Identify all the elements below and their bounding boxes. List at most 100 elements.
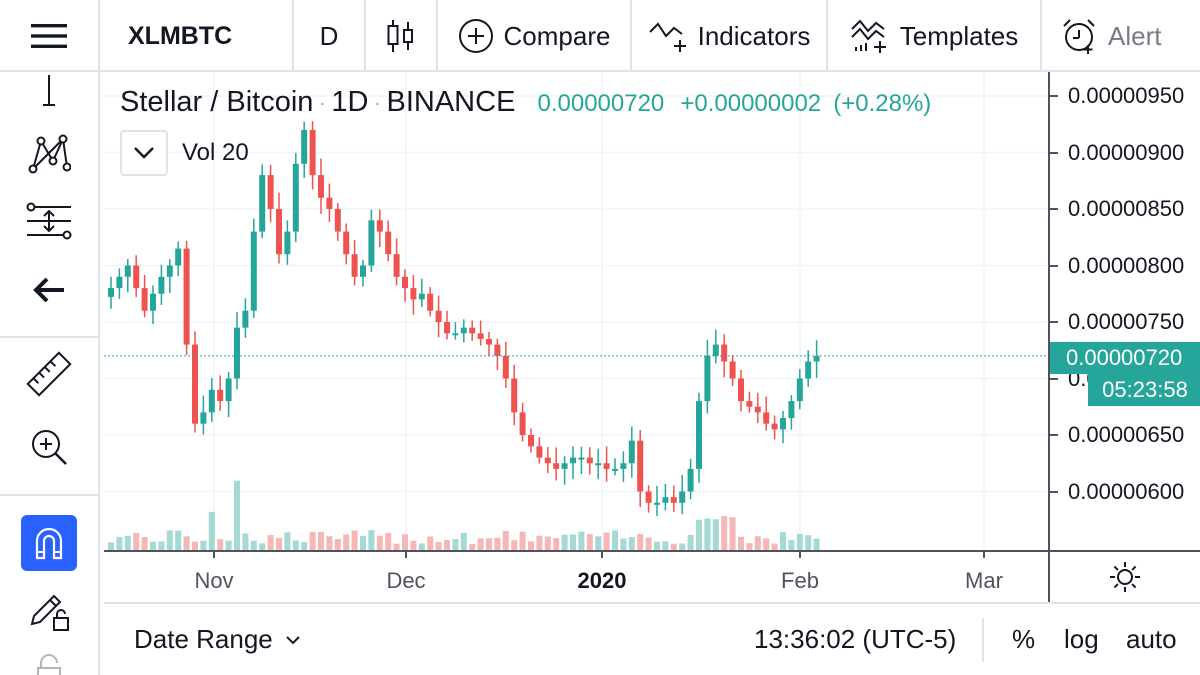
price-tick <box>1050 321 1058 323</box>
templates-button[interactable]: Templates <box>828 0 1042 72</box>
candle-body <box>494 344 501 356</box>
volume-bar <box>679 543 686 550</box>
volume-bar <box>578 531 585 550</box>
volume-bar <box>612 530 618 550</box>
volume-bar <box>444 540 450 550</box>
candle-body <box>796 378 803 402</box>
templates-icon <box>851 19 886 53</box>
volume-bar <box>292 540 299 550</box>
chart-pane[interactable] <box>104 72 1048 550</box>
collapse-legend-button[interactable] <box>120 130 168 176</box>
alert-button[interactable]: Alert <box>1042 0 1200 72</box>
candle-body <box>721 344 728 362</box>
pattern-tool-icon <box>28 134 71 174</box>
date-range-button[interactable]: Date Range <box>134 604 301 675</box>
chart-legend: Stellar / Bitcoin · 1D · BINANCE 0.00000720 … <box>120 86 932 118</box>
candle-body <box>410 288 417 300</box>
fib-tool-button[interactable] <box>0 192 98 252</box>
auto-label: auto <box>1126 624 1177 654</box>
pattern-tool-button[interactable] <box>0 124 98 184</box>
chart-type-button[interactable] <box>366 0 438 72</box>
candle-body <box>200 412 207 424</box>
price-tick <box>1050 95 1058 97</box>
candle-body <box>418 293 425 300</box>
compare-button[interactable]: Compare <box>438 0 632 72</box>
volume-bar <box>528 541 534 550</box>
volume-bar <box>360 535 366 550</box>
candle-body <box>679 491 686 503</box>
volume-bar <box>250 540 257 550</box>
line-tool-button[interactable] <box>0 72 98 114</box>
interval-button[interactable]: D <box>294 0 366 72</box>
timezone-button[interactable]: 13:36:02 (UTC-5) <box>754 604 956 675</box>
candle-body <box>166 265 173 277</box>
candle-body <box>234 327 240 379</box>
time-axis[interactable]: Nov Dec 2020 Feb Mar <box>104 550 1048 602</box>
bottom-toolbar: Date Range 13:36:02 (UTC-5) % log auto <box>104 602 1200 675</box>
time-axis-label: Mar <box>965 568 1003 593</box>
sun-settings-icon <box>1110 562 1140 592</box>
candle-body <box>301 129 308 164</box>
volume-bar <box>788 540 795 550</box>
top-toolbar: XLMBTC D Compare Indicators <box>0 0 1200 72</box>
log-scale-button[interactable]: log <box>1064 604 1099 675</box>
candle-body <box>250 231 257 311</box>
volume-bar <box>150 541 156 550</box>
chart-settings-button[interactable] <box>1048 550 1200 602</box>
time-axis-label: Nov <box>194 568 234 593</box>
candle-body <box>150 293 156 311</box>
compare-label: Compare <box>503 20 611 51</box>
volume-bar <box>570 534 576 550</box>
candlestick-chart[interactable] <box>104 72 1048 550</box>
templates-label: Templates <box>899 20 1019 51</box>
percent-scale-button[interactable]: % <box>1012 604 1035 675</box>
line-tool-icon <box>43 75 55 106</box>
volume-bar <box>729 517 736 550</box>
volume-bar <box>696 519 702 550</box>
clock-label: 13:36:02 (UTC-5) <box>754 624 957 654</box>
legend-interval: 1D <box>331 86 369 118</box>
price-tick <box>1050 434 1058 436</box>
candle-body <box>435 310 442 322</box>
volume-bar <box>586 534 593 550</box>
volume-bar <box>343 534 350 550</box>
candle-body <box>343 231 350 255</box>
volume-bar <box>326 536 333 550</box>
volume-bar <box>805 535 812 550</box>
candle-body <box>427 293 434 311</box>
volume-bar <box>561 534 568 550</box>
alarm-clock-icon <box>1063 19 1095 54</box>
ruler-button[interactable] <box>0 344 98 404</box>
chevron-down-icon <box>134 147 154 159</box>
candle-body <box>402 276 408 289</box>
indicators-icon <box>648 22 686 52</box>
volume-bar <box>712 519 719 550</box>
volume-bar <box>645 537 652 550</box>
symbol-search-button[interactable]: XLMBTC <box>100 0 294 72</box>
auto-scale-button[interactable]: auto <box>1126 604 1177 675</box>
menu-button[interactable] <box>0 0 100 72</box>
candle-body <box>603 463 610 469</box>
candle-body <box>116 276 123 289</box>
volume-bar <box>208 511 215 550</box>
price-axis-label: 0.00000800 <box>1068 252 1185 278</box>
indicators-button[interactable]: Indicators <box>632 0 828 72</box>
time-tick <box>799 552 801 558</box>
back-button[interactable] <box>0 260 98 320</box>
price-tick <box>1050 377 1058 380</box>
lock-button[interactable] <box>0 644 98 675</box>
time-axis-label: Dec <box>386 568 426 593</box>
volume-bar <box>486 538 492 550</box>
zoom-in-button[interactable] <box>0 417 98 477</box>
candle-body <box>175 248 182 266</box>
volume-bar <box>721 516 728 550</box>
time-axis-label: 2020 <box>577 568 627 593</box>
volume-bar <box>192 541 198 550</box>
candle-body <box>133 265 140 289</box>
fib-tool-icon <box>26 202 72 240</box>
drawing-mode-lock-button[interactable] <box>0 580 98 640</box>
magnet-button[interactable] <box>0 510 98 576</box>
price-axis[interactable]: 0.00000950 0.00000900 0.00000850 0.00000800… <box>1048 72 1200 550</box>
candle-body <box>612 468 618 471</box>
volume-bar <box>402 534 408 550</box>
